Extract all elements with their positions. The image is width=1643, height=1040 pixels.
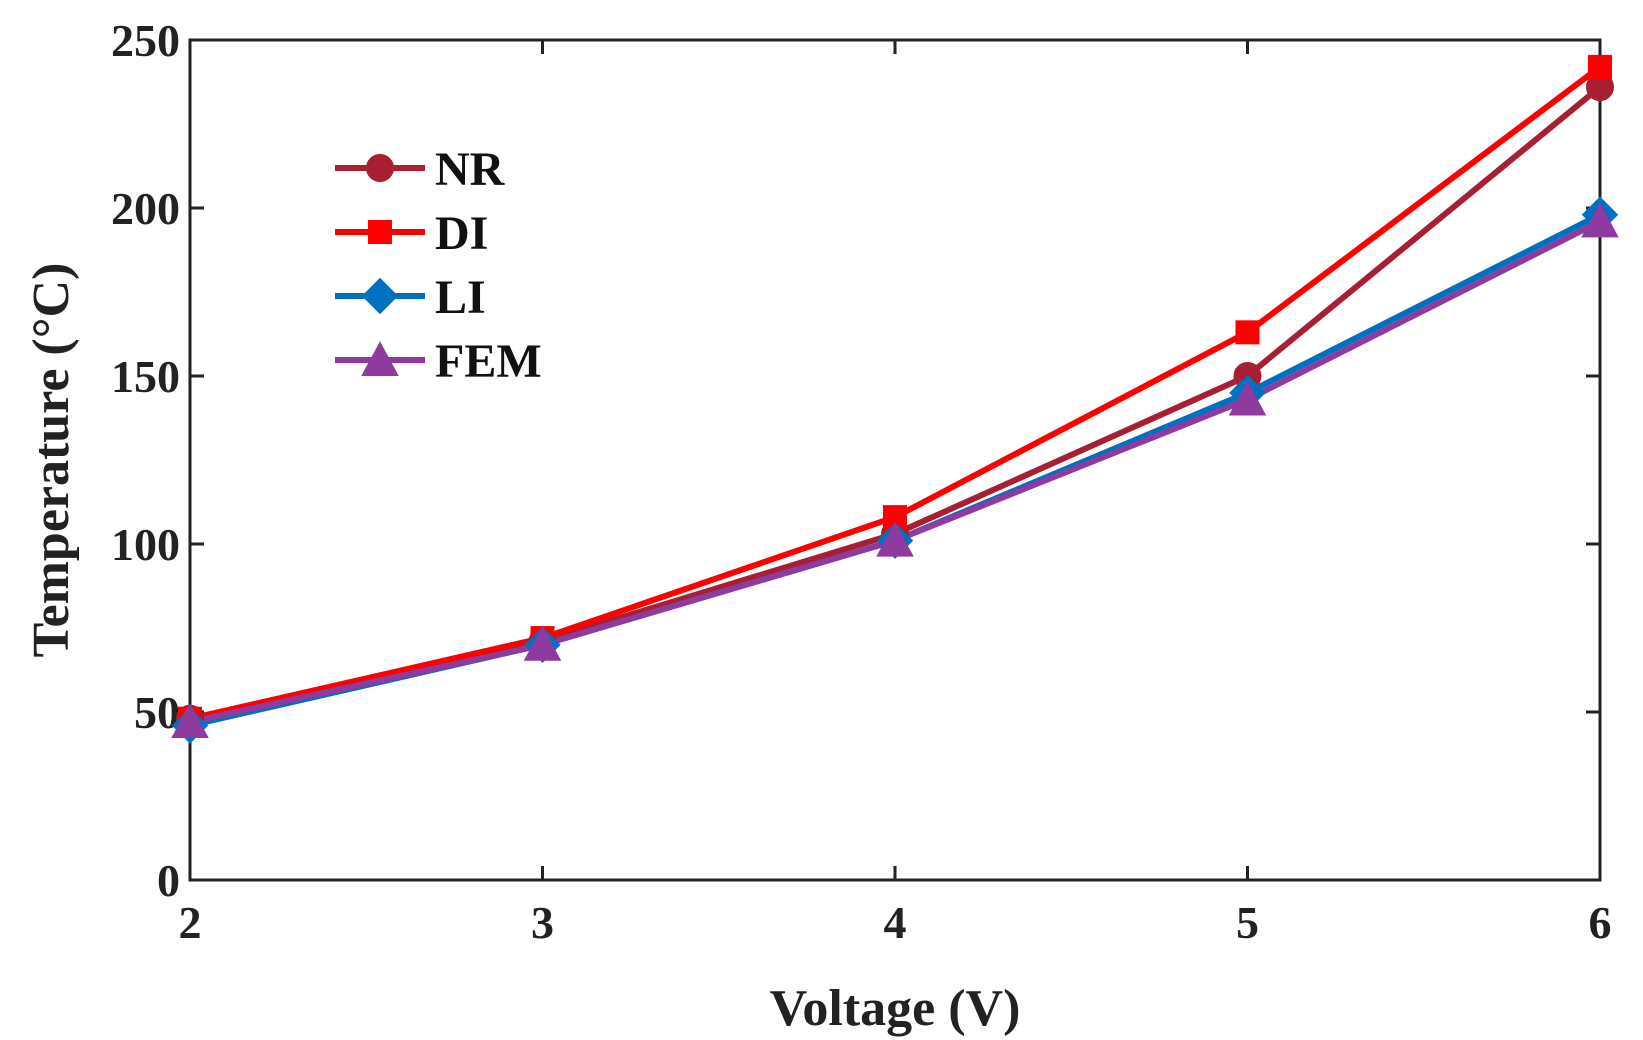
data-point-fem [1228,380,1267,416]
legend-label-fem: FEM [435,335,542,388]
data-point-fem [171,703,209,739]
y-tick-label: 100 [111,519,180,570]
x-tick-label: 3 [531,897,554,948]
series-markers [171,54,1619,744]
legend-label-nr: NR [435,143,506,196]
data-point-di [1235,320,1260,345]
legend-marker-li [361,277,399,315]
legend: NR DI LI FEM [335,143,542,388]
plot-area [188,38,1602,882]
axis-ticks: 2 3 4 5 6 0 50 100 150 200 250 [111,15,1612,948]
x-tick-label: 5 [1236,897,1259,948]
y-tick-label: 50 [134,687,180,738]
y-axis-label: Temperature (°C) [23,263,80,658]
legend-label-di: DI [435,207,488,260]
legend-marker-nr [366,154,394,182]
legend-label-li: LI [435,271,486,324]
y-tick-label: 200 [111,183,180,234]
legend-marker-fem [361,341,399,376]
y-tick-label: 0 [157,855,180,906]
legend-marker-di [368,220,392,244]
x-tick-label: 4 [884,897,907,948]
data-point-fem [523,626,562,661]
x-tick-label: 2 [179,897,202,948]
x-axis-label: Voltage (V) [770,980,1021,1037]
data-point-fem [876,521,914,557]
y-tick-label: 250 [111,15,180,66]
data-point-fem [1581,202,1619,238]
data-point-di [1588,54,1612,79]
x-tick-label: 6 [1589,897,1612,948]
y-tick-label: 150 [111,351,180,402]
